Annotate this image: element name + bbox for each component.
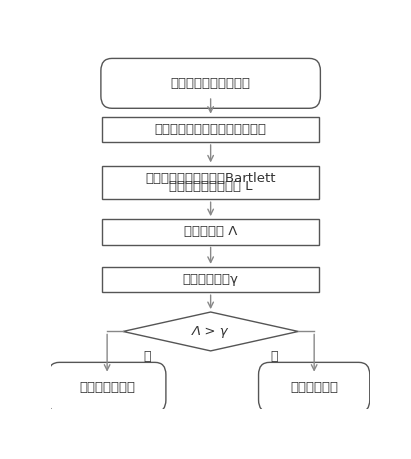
Text: 计算接收信号的取样协方差矩阵: 计算接收信号的取样协方差矩阵 [155,123,267,136]
Text: 否: 否 [270,350,278,363]
Text: 是: 是 [143,350,151,363]
Text: Λ > γ: Λ > γ [192,325,229,338]
Text: 频谱空洞存在: 频谱空洞存在 [290,381,338,394]
Polygon shape [123,312,298,351]
Text: 计算判决门限γ: 计算判决门限γ [182,273,239,286]
Text: 对取样协方差矩阵进行Bartlett: 对取样协方差矩阵进行Bartlett [145,172,276,185]
Bar [102,117,319,142]
FancyBboxPatch shape [48,362,166,412]
FancyBboxPatch shape [101,58,321,108]
FancyBboxPatch shape [259,362,370,412]
Text: 分解得到上三角矩阵 L: 分解得到上三角矩阵 L [169,180,252,193]
Bar [102,267,319,292]
Text: 计算判决量 Λ: 计算判决量 Λ [184,225,237,238]
Bar [102,219,319,245]
Text: 采样形成接收信号向量: 采样形成接收信号向量 [171,77,251,90]
Bar [102,166,319,199]
Text: 频谱空洞不存在: 频谱空洞不存在 [79,381,135,394]
